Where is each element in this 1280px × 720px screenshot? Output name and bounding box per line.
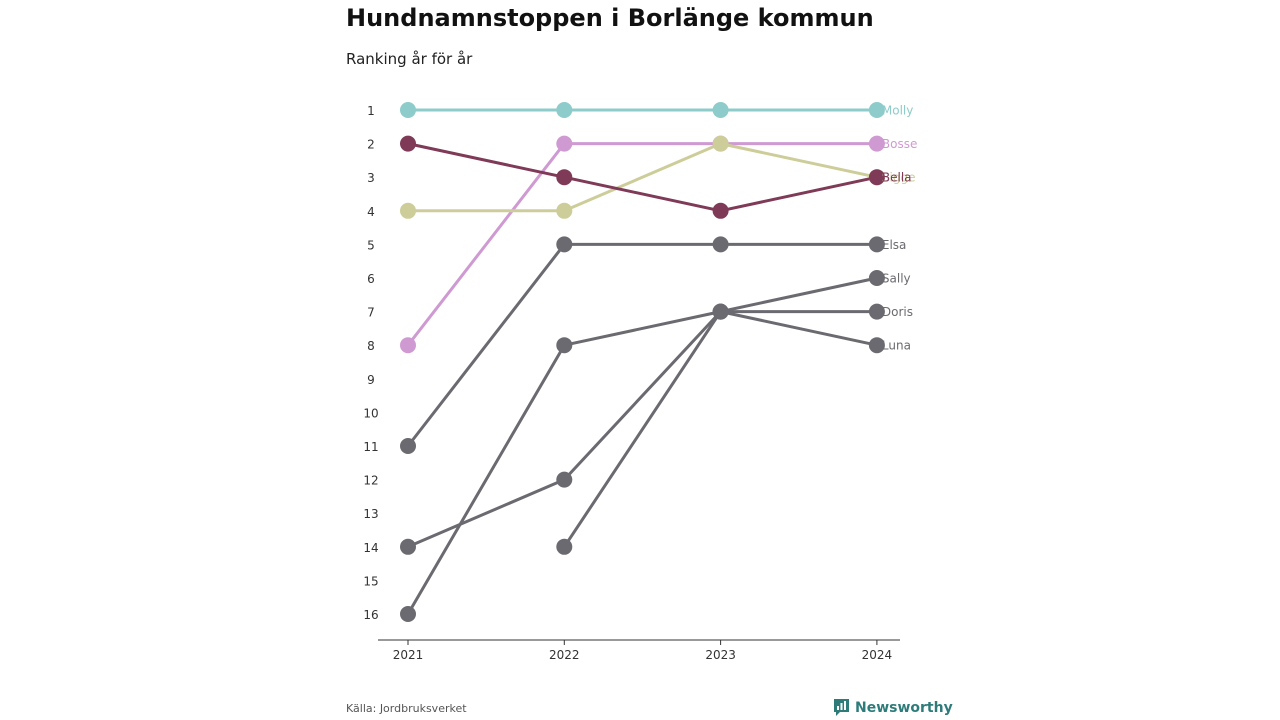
data-point-doris-2024 <box>868 303 885 320</box>
y-tick-label-5: 5 <box>367 238 375 252</box>
chart-subtitle: Ranking år för år <box>346 50 473 68</box>
data-point-sigge-2021 <box>400 202 416 219</box>
x-tick-label-2023: 2023 <box>705 648 736 662</box>
data-point-bella-2024 <box>868 169 885 186</box>
y-tick-label-2: 2 <box>367 138 375 152</box>
data-point-bella-2021 <box>400 135 416 152</box>
chart-title: Hundnamnstoppen i Borlänge kommun <box>346 4 874 32</box>
y-tick-label-7: 7 <box>367 306 375 320</box>
y-tick-label-9: 9 <box>367 373 375 387</box>
series-label-luna: Luna <box>882 339 911 353</box>
data-point-molly-2023 <box>712 102 729 118</box>
series-label-doris: Doris <box>882 305 913 319</box>
y-tick-label-6: 6 <box>367 272 375 286</box>
x-tick-label-2024: 2024 <box>862 648 893 662</box>
y-tick-label-10: 10 <box>363 406 378 420</box>
data-point-sally-2022 <box>556 471 573 488</box>
series-line-bella <box>407 142 878 213</box>
data-point-bosse-2021 <box>400 337 416 354</box>
series-line-sigge <box>408 142 878 213</box>
data-point-sigge-2023 <box>712 135 729 152</box>
data-point-molly-2022 <box>556 102 573 118</box>
data-point-elsa-2021 <box>400 438 416 454</box>
y-tick-label-12: 12 <box>363 474 378 488</box>
data-point-bella-2023 <box>712 202 729 219</box>
series-label-elsa: Elsa <box>882 238 907 252</box>
y-tick-label-14: 14 <box>363 541 378 555</box>
brand-logo: Newsworthy <box>833 698 953 717</box>
data-point-bosse-2022 <box>556 135 573 152</box>
data-point-molly-2024 <box>868 102 885 118</box>
y-tick-label-13: 13 <box>363 507 378 521</box>
series-line-bosse <box>406 142 877 347</box>
y-tick-label-1: 1 <box>367 104 375 118</box>
data-point-bella-2022 <box>556 169 573 186</box>
series-label-sigge: Sigge <box>882 171 916 185</box>
data-point-molly-2021 <box>400 102 416 118</box>
series-line-sally <box>407 276 878 549</box>
source-note: Källa: Jordbruksverket <box>346 702 467 715</box>
data-point-elsa-2022 <box>556 236 573 253</box>
data-point-luna-2021 <box>400 606 416 622</box>
data-point-sigge-2022 <box>556 202 573 219</box>
data-point-luna-2022 <box>556 337 573 354</box>
y-tick-label-11: 11 <box>363 440 378 454</box>
x-tick-label-2022: 2022 <box>549 648 580 662</box>
y-tick-label-8: 8 <box>367 339 375 353</box>
data-point-elsa-2023 <box>712 236 729 253</box>
series-label-bella: Bella <box>882 171 912 185</box>
data-point-elsa-2024 <box>868 236 885 253</box>
data-point-bosse-2024 <box>868 135 885 152</box>
series-label-sally: Sally <box>882 272 911 286</box>
data-point-doris-2022 <box>556 538 573 555</box>
series-label-molly: Molly <box>882 104 913 118</box>
y-tick-label-15: 15 <box>363 574 378 588</box>
x-tick-label-2021: 2021 <box>393 648 424 662</box>
brand-name: Newsworthy <box>855 699 953 716</box>
series-line-elsa <box>406 242 877 447</box>
data-point-luna-2023 <box>712 303 729 320</box>
series-line-luna <box>406 310 878 615</box>
y-tick-label-4: 4 <box>367 205 375 219</box>
chart-card: Hundnamnstoppen i Borlänge kommun Rankin… <box>330 0 953 720</box>
y-tick-label-16: 16 <box>363 608 378 622</box>
data-point-sally-2024 <box>868 270 885 286</box>
bar-chart-logo-icon <box>834 699 849 716</box>
series-label-bosse: Bosse <box>882 137 917 151</box>
data-point-luna-2024 <box>868 337 885 354</box>
data-point-sally-2021 <box>400 538 416 555</box>
y-tick-label-3: 3 <box>367 171 375 185</box>
